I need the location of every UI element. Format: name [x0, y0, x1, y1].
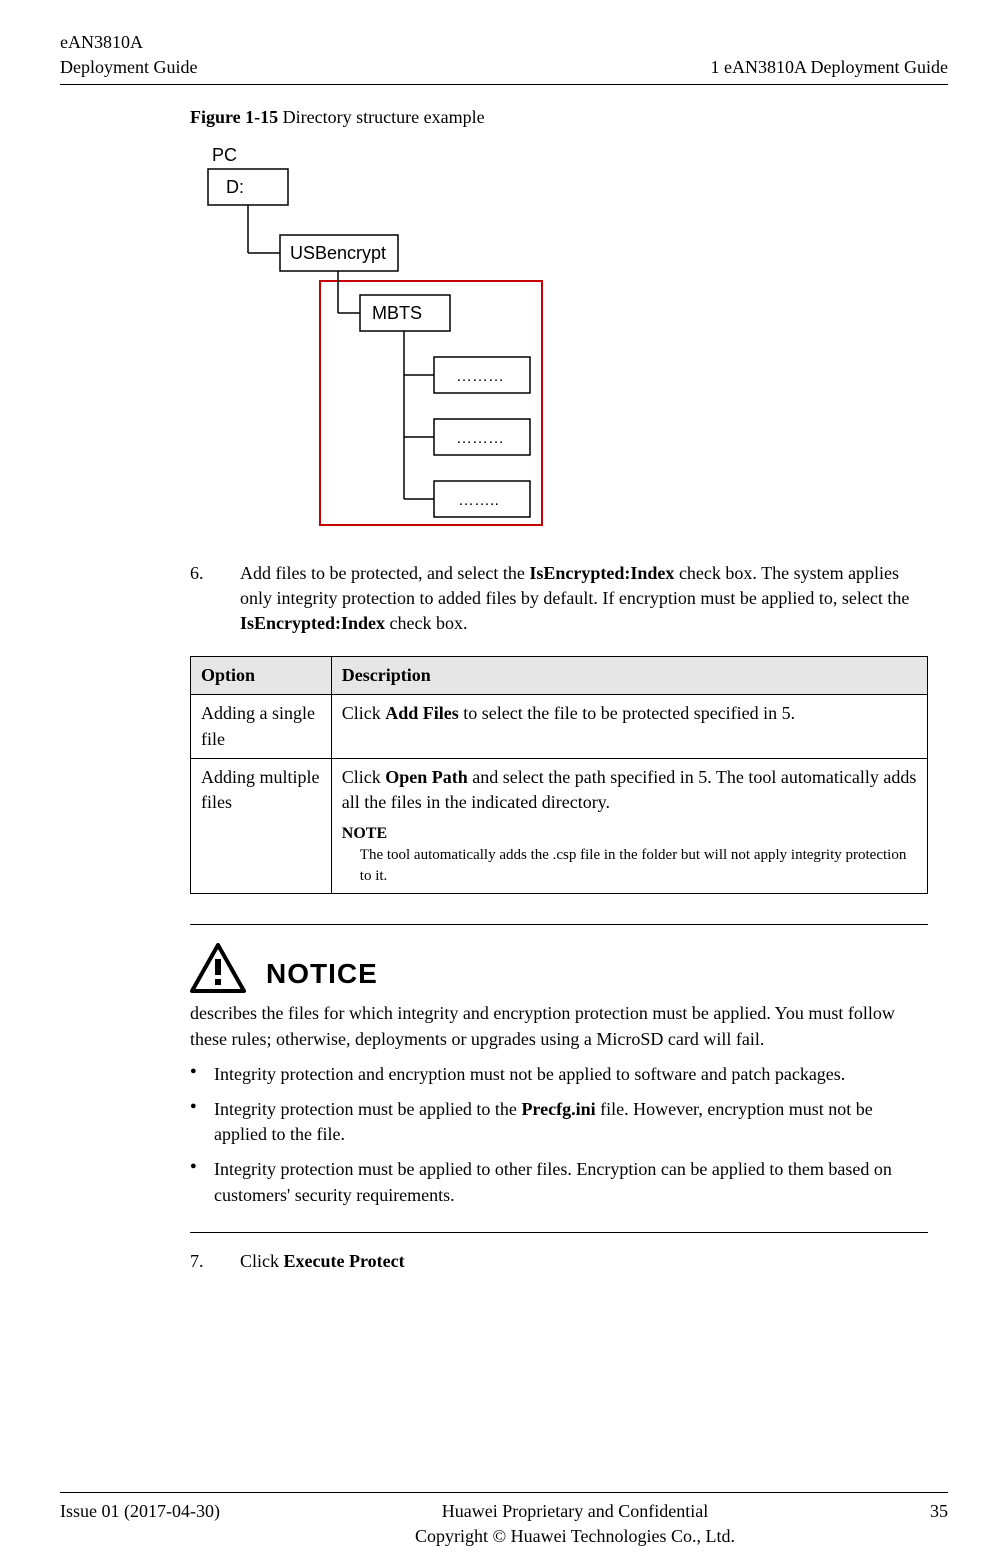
page-footer: Issue 01 (2017-04-30) Huawei Proprietary… — [60, 1492, 948, 1549]
step6-bold-2: IsEncrypted:Index — [240, 613, 385, 633]
table-row: Adding multiple files Click Open Path an… — [191, 758, 928, 894]
notice-box: NOTICE describes the files for which int… — [190, 924, 928, 1232]
header-right: 1 eAN3810A Deployment Guide — [711, 55, 948, 80]
notice-word: NOTICE — [266, 954, 378, 993]
row2-description: Click Open Path and select the path spec… — [331, 758, 927, 894]
row1-option: Adding a single file — [191, 695, 332, 758]
footer-line1: Huawei Proprietary and Confidential — [220, 1499, 930, 1524]
row2-note-body: The tool automatically adds the .csp fil… — [360, 845, 917, 887]
row2-option: Adding multiple files — [191, 758, 332, 894]
notice-bullet-3: Integrity protection must be applied to … — [190, 1157, 928, 1207]
col-description-header: Description — [331, 657, 927, 695]
row2-note: NOTE The tool automatically adds the .cs… — [342, 823, 917, 887]
step-6: 6. Add files to be protected, and select… — [190, 561, 928, 647]
footer-line2: Copyright © Huawei Technologies Co., Ltd… — [220, 1524, 930, 1549]
diagram-child2-text: ……… — [456, 430, 504, 447]
diagram-highlight-box — [320, 281, 542, 525]
row1-desc-2: to select the file to be protected speci… — [459, 703, 795, 723]
notice-b2-bold: Precfg.ini — [521, 1099, 595, 1119]
col-option-header: Option — [191, 657, 332, 695]
step-7: 7. Click Execute Protect — [190, 1249, 928, 1284]
row1-desc-bold: Add Files — [385, 703, 459, 723]
warning-icon — [190, 943, 246, 993]
figure-number: Figure 1-15 — [190, 107, 278, 127]
header-left: eAN3810A Deployment Guide — [60, 30, 197, 80]
table-header-row: Option Description — [191, 657, 928, 695]
product-name: eAN3810A — [60, 30, 197, 55]
footer-center: Huawei Proprietary and Confidential Copy… — [220, 1499, 930, 1549]
figure-caption-text: Directory structure example — [278, 107, 484, 127]
step6-text-1: Add files to be protected, and select th… — [240, 563, 529, 583]
diagram-drive-text: D: — [226, 177, 244, 197]
row2-note-head: NOTE — [342, 823, 917, 845]
step6-bold-1: IsEncrypted:Index — [529, 563, 674, 583]
notice-b2-a: Integrity protection must be applied to … — [214, 1099, 521, 1119]
row1-description: Click Add Files to select the file to be… — [331, 695, 927, 758]
step-6-number: 6. — [190, 561, 220, 647]
diagram-usbencrypt-text: USBencrypt — [290, 243, 386, 263]
step-7-body: Click Execute Protect — [240, 1249, 928, 1284]
step-7-number: 7. — [190, 1249, 220, 1284]
table-row: Adding a single file Click Add Files to … — [191, 695, 928, 758]
directory-diagram: PC D: USBencrypt MBTS ……… — [190, 141, 948, 531]
doc-title: Deployment Guide — [60, 55, 197, 80]
diagram-mbts-text: MBTS — [372, 303, 422, 323]
figure-caption: Figure 1-15 Directory structure example — [190, 105, 938, 130]
diagram-child1-text: ……… — [456, 368, 504, 385]
diagram-child3-text: …….. — [458, 492, 499, 509]
step6-text-3: check box. — [385, 613, 467, 633]
notice-bullet-2: Integrity protection must be applied to … — [190, 1097, 928, 1147]
footer-page-number: 35 — [930, 1499, 948, 1524]
footer-issue: Issue 01 (2017-04-30) — [60, 1499, 220, 1524]
page-header: eAN3810A Deployment Guide 1 eAN3810A Dep… — [60, 30, 948, 85]
chapter-title: 1 eAN3810A Deployment Guide — [711, 55, 948, 80]
notice-bullets: Integrity protection and encryption must… — [190, 1062, 928, 1208]
row2-desc-1: Click — [342, 767, 386, 787]
diagram-drive-box — [208, 169, 288, 205]
diagram-pc-label: PC — [212, 145, 237, 165]
options-table: Option Description Adding a single file … — [190, 656, 928, 894]
step7-bold-1: Execute Protect — [284, 1251, 405, 1271]
notice-body: describes the files for which integrity … — [190, 1001, 928, 1207]
row2-desc-bold: Open Path — [385, 767, 468, 787]
notice-header: NOTICE — [190, 943, 928, 993]
step-6-body: Add files to be protected, and select th… — [240, 561, 928, 647]
step7-text-1: Click — [240, 1251, 284, 1271]
notice-p1: describes the files for which integrity … — [190, 1001, 928, 1051]
notice-bullet-1: Integrity protection and encryption must… — [190, 1062, 928, 1087]
row1-desc-1: Click — [342, 703, 386, 723]
